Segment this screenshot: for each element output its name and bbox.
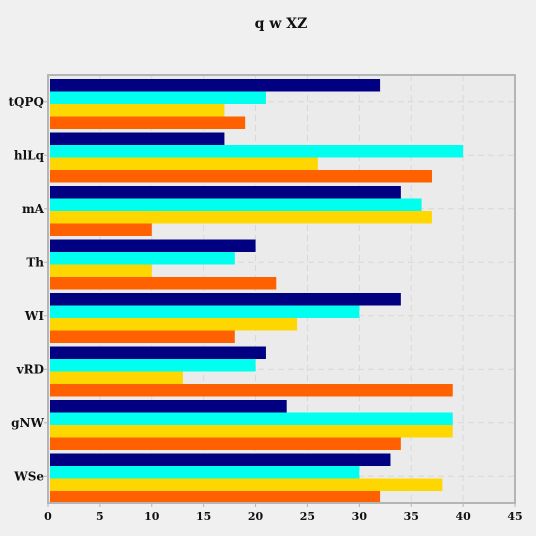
x-tick-label: 0 [44, 510, 52, 523]
y-axis: tQPQ hlLq mA Th WI vRD gNW WSe [9, 95, 48, 483]
bar-wi-s1 [50, 293, 401, 306]
bar-wi-s4 [50, 330, 235, 343]
bar-ma-s3 [50, 211, 432, 224]
x-tick-label: 10 [144, 510, 160, 523]
bars [50, 79, 464, 504]
x-tick-label: 20 [248, 510, 264, 523]
bar-vrd-s4 [50, 384, 453, 397]
bar-wse-s4 [50, 491, 381, 504]
y-tick-label: gNW [11, 416, 44, 430]
plot-frame [47, 74, 516, 504]
bar-ma-s4 [50, 223, 152, 236]
bar-ma-s1 [50, 186, 401, 199]
bar-th-s3 [50, 264, 152, 277]
x-axis: 0 5 10 15 20 25 30 35 40 45 [44, 503, 523, 523]
bar-th-s1 [50, 239, 256, 252]
y-tick-label: WSe [13, 469, 44, 483]
bar-ma-s2 [50, 198, 422, 211]
bar-th-s2 [50, 252, 235, 265]
bar-wse-s1 [50, 453, 391, 466]
x-tick-label: 35 [404, 510, 419, 523]
bar-gnw-s2 [50, 412, 453, 425]
bar-gnw-s1 [50, 400, 287, 413]
y-tick-label: hlLq [14, 148, 45, 162]
bar-gnw-s4 [50, 437, 401, 450]
bar-vrd-s2 [50, 359, 256, 372]
chart-title: q w XZ [255, 16, 308, 32]
y-tick-label: vRD [16, 362, 44, 376]
bar-gnw-s3 [50, 425, 453, 438]
bar-wi-s2 [50, 305, 360, 318]
y-tick-label: Th [26, 255, 44, 269]
x-tick-label: 25 [300, 510, 315, 523]
bar-hllq-s1 [50, 132, 225, 145]
y-tick-label: tQPQ [9, 95, 44, 109]
x-tick-label: 15 [196, 510, 211, 523]
bar-tqpq-s4 [50, 116, 246, 129]
bar-tqpq-s1 [50, 79, 381, 92]
x-tick-label: 40 [455, 510, 471, 523]
bar-tqpq-s3 [50, 104, 225, 117]
bar-hllq-s2 [50, 145, 464, 158]
bar-hllq-s4 [50, 170, 432, 183]
bar-th-s4 [50, 277, 277, 290]
y-tick-label: WI [24, 309, 44, 323]
x-tick-label: 5 [96, 510, 104, 523]
x-tick-label: 45 [507, 510, 522, 523]
bar-wse-s3 [50, 478, 443, 491]
y-tick-label: mA [22, 202, 45, 216]
bar-wi-s3 [50, 318, 298, 331]
bar-vrd-s1 [50, 346, 266, 359]
bar-wse-s2 [50, 466, 360, 479]
bar-hllq-s3 [50, 157, 318, 170]
bar-vrd-s3 [50, 371, 183, 384]
bar-tqpq-s2 [50, 91, 266, 104]
x-tick-label: 30 [352, 510, 368, 523]
